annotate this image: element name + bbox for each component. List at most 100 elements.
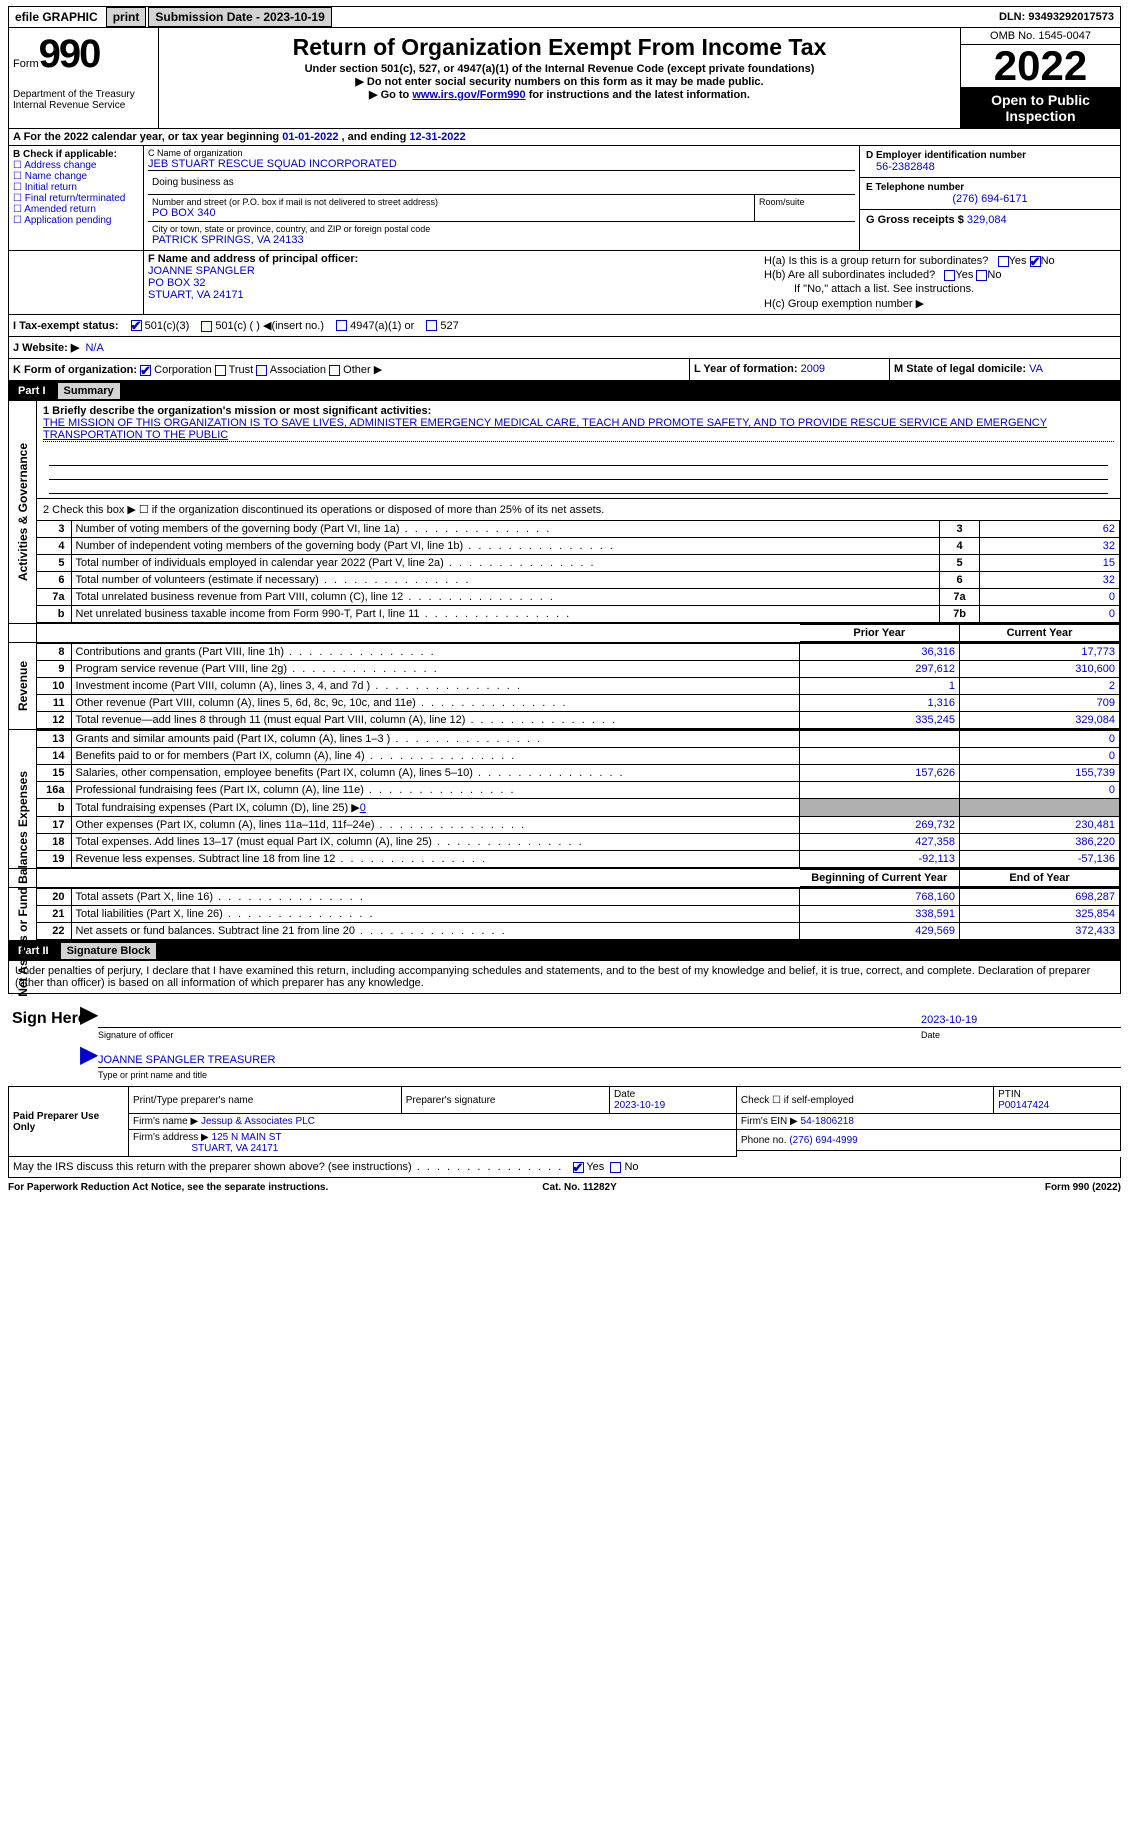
footer-l: For Paperwork Reduction Act Notice, see … — [8, 1182, 328, 1193]
a-mid: , and ending — [338, 131, 409, 143]
page: efile GRAPHIC print Submission Date - 20… — [0, 0, 1129, 1203]
ha-yes[interactable] — [998, 256, 1009, 267]
table-row: 20Total assets (Part X, line 16)768,1606… — [37, 889, 1120, 906]
dln: DLN: 93493292017573 — [993, 9, 1120, 25]
rev-text: Revenue — [16, 661, 30, 711]
na-hdr-body: Beginning of Current Year End of Year — [37, 869, 1120, 887]
opt-corp: Corporation — [154, 364, 211, 376]
sig-date: 2023-10-19 — [921, 1014, 1121, 1028]
table-row: 4Number of independent voting members of… — [37, 538, 1120, 555]
street: PO BOX 340 — [152, 207, 750, 219]
na-table: 20Total assets (Part X, line 16)768,1606… — [37, 888, 1120, 940]
f-mid: F Name and address of principal officer:… — [144, 251, 760, 314]
officer-name: JOANNE SPANGLER — [148, 265, 756, 277]
street-left: Number and street (or P.O. box if mail i… — [148, 195, 755, 221]
may-yes[interactable] — [573, 1162, 584, 1173]
sig-line1: ▶ — [98, 1014, 921, 1028]
table-row: 9Program service revenue (Part VIII, lin… — [37, 661, 1120, 678]
line1-label: 1 Briefly describe the organization's mi… — [43, 405, 431, 417]
row-j: J Website: ▶ N/A — [8, 337, 1121, 359]
table-row: 7aTotal unrelated business revenue from … — [37, 589, 1120, 606]
a-begin: 01-01-2022 — [282, 131, 338, 143]
prep-dateval: 2023-10-19 — [614, 1100, 665, 1111]
year-formed: 2009 — [801, 363, 825, 375]
street-label: Number and street (or P.O. box if mail i… — [152, 197, 750, 207]
chk-501c3[interactable] — [131, 320, 142, 331]
preparer-table: Paid Preparer Use Only Print/Type prepar… — [8, 1086, 1121, 1157]
table-row: 15Salaries, other compensation, employee… — [37, 765, 1120, 782]
blank3 — [49, 480, 1108, 494]
city: PATRICK SPRINGS, VA 24133 — [152, 234, 851, 246]
16b-v: 0 — [360, 802, 366, 814]
na-label: Net Assets or Fund Balances — [9, 888, 37, 940]
chk-name[interactable]: ☐ Name change — [13, 171, 139, 182]
blank-vert — [9, 624, 37, 642]
form-header: Form 990 Department of the Treasury Inte… — [8, 28, 1121, 129]
goto-line: ▶ Go to www.irs.gov/Form990 for instruct… — [163, 88, 956, 101]
chk-amended[interactable]: ☐ Amended return — [13, 204, 139, 215]
city-label: City or town, state or province, country… — [152, 224, 851, 234]
sign-right: ▶ Signature of officer 2023-10-19 Date ▶… — [98, 1000, 1121, 1080]
table-row: 16aProfessional fundraising fees (Part I… — [37, 782, 1120, 799]
row-16b: b Total fundraising expenses (Part IX, c… — [37, 799, 1120, 817]
d-block: D Employer identification number 56-2382… — [860, 146, 1120, 178]
ha-no[interactable] — [1030, 256, 1041, 267]
table-row: 17Other expenses (Part IX, column (A), l… — [37, 817, 1120, 834]
open-inspection: Open to Public Inspection — [961, 88, 1120, 128]
chk-assoc[interactable] — [256, 365, 267, 376]
fein: 54-1806218 — [801, 1116, 854, 1127]
chk-corp[interactable] — [140, 365, 151, 376]
16b-grey1 — [800, 799, 960, 817]
form-number: Form 990 — [13, 32, 154, 77]
k-label: K Form of organization: — [13, 364, 137, 376]
prep-h4[interactable]: Check ☐ if self-employed — [736, 1087, 993, 1114]
addr-row: Firm's address ▶ 125 N MAIN ST STUART, V… — [129, 1130, 737, 1157]
firm: Jessup & Associates PLC — [201, 1116, 315, 1127]
opt-501c3: 501(c)(3) — [145, 320, 190, 332]
sig-name-line: ▶JOANNE SPANGLER TREASURER — [98, 1054, 1121, 1068]
chk-address[interactable]: ☐ Address change — [13, 160, 139, 171]
m-label: M State of legal domicile: — [894, 363, 1026, 375]
chk-527[interactable] — [426, 320, 437, 331]
hb-yes[interactable] — [944, 270, 955, 281]
sign-block: Sign Here ▶ Signature of officer 2023-10… — [8, 1000, 1121, 1080]
phone: (276) 694-6171 — [866, 193, 1114, 205]
chk-4947[interactable] — [336, 320, 347, 331]
subtitle: Under section 501(c), 527, or 4947(a)(1)… — [163, 63, 956, 75]
chk-final[interactable]: ☐ Final return/terminated — [13, 193, 139, 204]
part1-num: Part I — [12, 383, 52, 399]
pphone: (276) 694-4999 — [789, 1135, 857, 1146]
exp-section: Expenses 13Grants and similar amounts pa… — [8, 730, 1121, 869]
exp-text: Expenses — [16, 771, 30, 827]
arrow-icon2: ▶ — [80, 1040, 98, 1069]
paddr2: STUART, VA 24171 — [191, 1143, 278, 1154]
chk-pending[interactable]: ☐ Application pending — [13, 215, 139, 226]
chk-other[interactable] — [329, 365, 340, 376]
chk-trust[interactable] — [215, 365, 226, 376]
l-label: L Year of formation: — [694, 363, 798, 375]
ag-label: Activities & Governance — [9, 401, 37, 623]
may-no[interactable] — [610, 1162, 621, 1173]
16b-desc: Total fundraising expenses (Part IX, col… — [71, 799, 800, 817]
rev-hdr-row: Prior Year Current Year — [8, 624, 1121, 643]
hb-no[interactable] — [976, 270, 987, 281]
prep-label: Paid Preparer Use Only — [9, 1087, 129, 1157]
ein-l: Firm's EIN ▶ — [741, 1116, 798, 1127]
table-row: 12Total revenue—add lines 8 through 11 (… — [37, 712, 1120, 729]
opt-trust: Trust — [229, 364, 254, 376]
rev-table: 8Contributions and grants (Part VIII, li… — [37, 643, 1120, 729]
line2: 2 Check this box ▶ ☐ if the organization… — [37, 499, 1120, 520]
col-hdr-body: Prior Year Current Year — [37, 624, 1120, 642]
part2-header: Part II Signature Block — [8, 941, 1121, 961]
ag-table: 3Number of voting members of the governi… — [37, 520, 1120, 623]
topbar: efile GRAPHIC print Submission Date - 20… — [8, 6, 1121, 28]
dba-row: Doing business as — [148, 170, 855, 194]
table-row: 18Total expenses. Add lines 13–17 (must … — [37, 834, 1120, 851]
arrow-icon: ▶ — [80, 1000, 98, 1029]
chk-501c[interactable] — [201, 321, 212, 332]
irs-link[interactable]: www.irs.gov/Form990 — [412, 89, 525, 101]
chk-initial[interactable]: ☐ Initial return — [13, 182, 139, 193]
print-button[interactable]: print — [106, 7, 147, 27]
table-row: 11Other revenue (Part VIII, column (A), … — [37, 695, 1120, 712]
na-body: 20Total assets (Part X, line 16)768,1606… — [37, 888, 1120, 940]
